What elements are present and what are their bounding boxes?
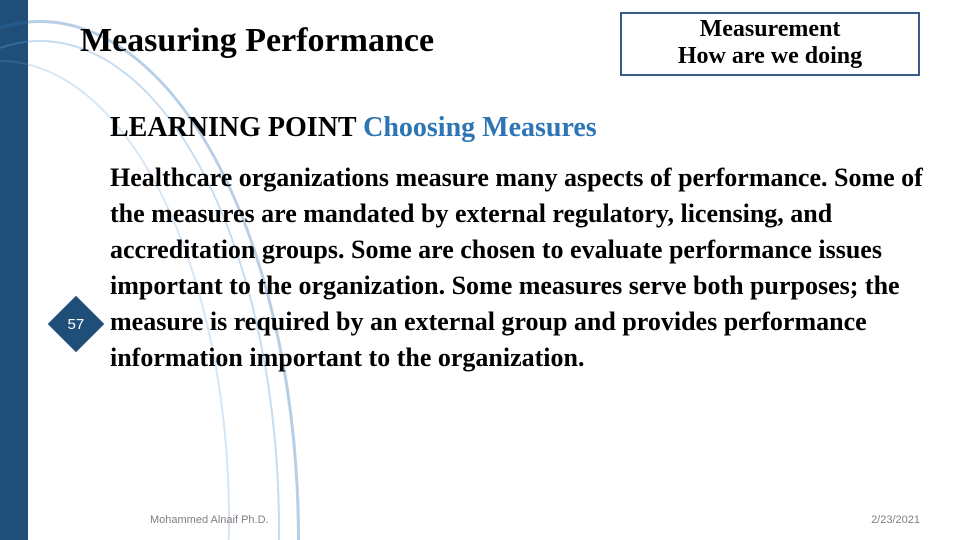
slide: Measuring Performance Measurement How ar… xyxy=(0,0,960,540)
measurement-box-line1: Measurement xyxy=(628,16,912,43)
measurement-box-line2: How are we doing xyxy=(628,43,912,70)
slide-title: Measuring Performance xyxy=(80,22,434,60)
learning-point-topic: Choosing Measures xyxy=(363,112,597,143)
page-number: 57 xyxy=(68,316,85,333)
learning-point-heading: LEARNING POINT Choosing Measures xyxy=(110,112,597,144)
learning-point-prefix: LEARNING POINT xyxy=(110,112,363,143)
body-text: Healthcare organizations measure many as… xyxy=(110,160,930,376)
measurement-box: Measurement How are we doing xyxy=(620,12,920,76)
footer-author: Mohammed Alnaif Ph.D. xyxy=(150,514,269,526)
footer-date: 2/23/2021 xyxy=(871,514,920,526)
